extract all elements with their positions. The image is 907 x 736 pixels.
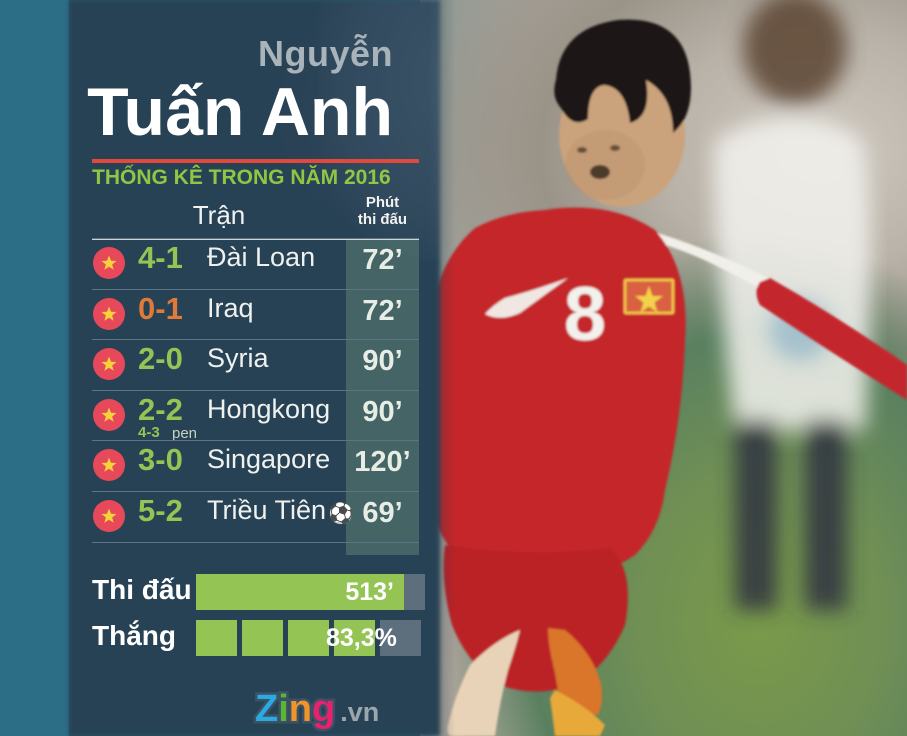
svg-text:8: 8 <box>564 272 606 357</box>
